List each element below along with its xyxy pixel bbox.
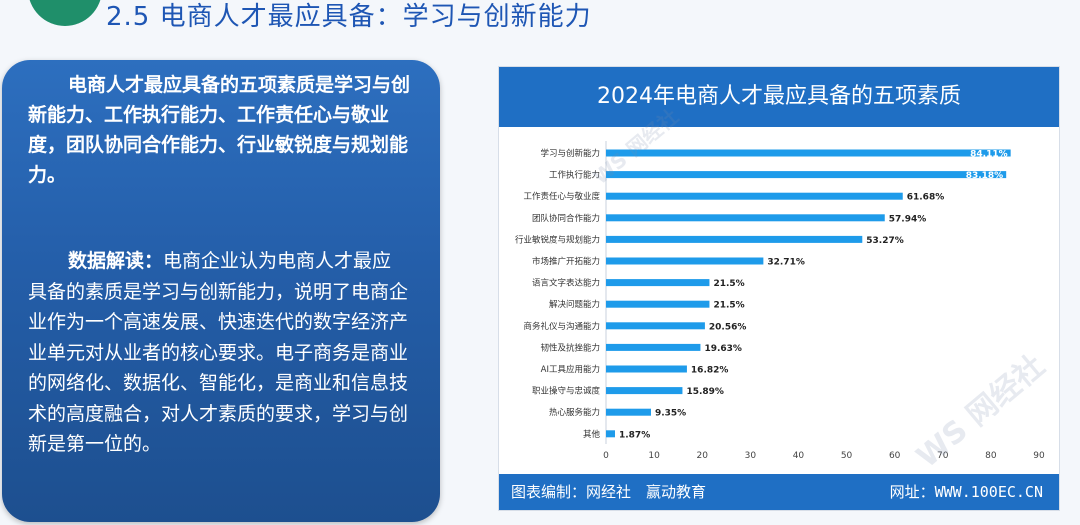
data-label: 1.87% [619, 430, 650, 440]
x-tick-label: 60 [889, 451, 901, 461]
x-tick-label: 20 [696, 451, 708, 461]
bar [606, 343, 701, 351]
category-label: 学习与创新能力 [540, 148, 600, 159]
category-label: 语言文字表达能力 [532, 278, 600, 289]
x-tick-label: 40 [793, 451, 805, 461]
bar [606, 430, 615, 438]
chart-header: 2024年电商人才最应具备的五项素质 [499, 67, 1059, 127]
bar [606, 300, 710, 308]
footer-source: 图表编制：网经社 赢动教育 [511, 483, 707, 501]
category-label: 市场推广开拓能力 [532, 256, 600, 267]
category-label: 工作执行能力 [549, 170, 600, 181]
bar [606, 387, 683, 395]
interpretation-label: 数据解读： [68, 250, 164, 272]
category-label: 行业敏锐度与规划能力 [515, 234, 600, 245]
x-tick-label: 0 [603, 451, 609, 461]
bar [606, 322, 705, 330]
category-label: 其他 [583, 429, 601, 440]
bar [606, 171, 1007, 179]
x-tick-label: 10 [648, 451, 660, 461]
chart-footer: 图表编制：网经社 赢动教育 网址：WWW.100EC.CN [499, 474, 1059, 510]
bar [606, 279, 710, 287]
x-tick-label: 70 [937, 451, 949, 461]
data-label: 32.71% [767, 258, 805, 268]
footer-url: 网址：WWW.100EC.CN [889, 483, 1043, 501]
interpretation-text: 数据解读：电商企业认为电商人才最应具备的素质是学习与创新能力，说明了电商企业作为… [28, 246, 410, 460]
x-tick-label: 30 [745, 451, 757, 461]
data-label: 21.5% [713, 279, 744, 289]
bar [606, 235, 863, 243]
corner-decoration [28, 0, 102, 26]
data-label: 15.89% [686, 387, 724, 397]
data-label: 84.11% [970, 150, 1008, 160]
category-label: 工作责任心与敬业度 [523, 191, 600, 202]
category-label: AI工具应用能力 [541, 364, 600, 375]
data-label: 21.5% [713, 301, 744, 311]
bar [606, 192, 903, 200]
category-label: 韧性及抗挫能力 [540, 342, 600, 353]
category-label: 职业操守与忠诚度 [532, 386, 601, 397]
x-tick-label: 80 [985, 451, 997, 461]
data-label: 16.82% [691, 366, 729, 376]
bar [606, 257, 764, 265]
category-label: 团队协同合作能力 [532, 213, 600, 224]
page-title: 2.5 电商人才最应具备：学习与创新能力 [106, 2, 592, 32]
summary-text: 电商人才最应具备的五项素质是学习与创新能力、工作执行能力、工作责任心与敬业度，团… [28, 70, 410, 190]
chart-card: 2024年电商人才最应具备的五项素质 学习与创新能力 84.11% 工作执行能力 83… [498, 66, 1060, 511]
data-label: 61.68% [907, 193, 945, 203]
bar [606, 408, 651, 416]
category-label: 解决问题能力 [549, 299, 600, 310]
data-label: 20.56% [709, 322, 747, 332]
summary-panel: 电商人才最应具备的五项素质是学习与创新能力、工作执行能力、工作责任心与敬业度，团… [2, 60, 440, 522]
summary-body: 电商人才最应具备的五项素质是学习与创新能力、工作执行能力、工作责任心与敬业度，团… [28, 74, 411, 186]
data-label: 83.18% [966, 171, 1004, 181]
category-label: 热心服务能力 [549, 407, 600, 418]
bar [606, 214, 885, 222]
data-label: 53.27% [866, 236, 904, 246]
x-tick-label: 90 [1033, 451, 1045, 461]
category-label: 商务礼仪与沟通能力 [523, 321, 600, 332]
bar-chart: 学习与创新能力 84.11% 工作执行能力 83.18% 工作责任心与敬业度 61.68%… [515, 141, 1045, 461]
data-label: 19.63% [704, 344, 742, 354]
interpretation-body: 电商企业认为电商人才最应具备的素质是学习与创新能力，说明了电商企业作为一个高速发… [28, 250, 409, 455]
bar [606, 149, 1011, 157]
bar [606, 365, 687, 373]
data-label: 57.94% [889, 214, 927, 224]
data-label: 9.35% [655, 409, 686, 419]
x-tick-label: 50 [841, 451, 853, 461]
